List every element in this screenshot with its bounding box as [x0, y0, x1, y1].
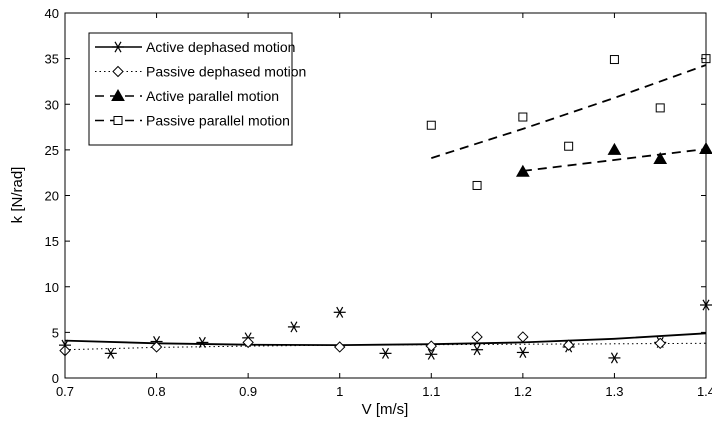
x-tick-label: 1.2 [514, 384, 532, 399]
diamond-shape [425, 340, 437, 352]
asterisk-stroke [381, 347, 390, 359]
data-point-series-1 [562, 339, 575, 351]
fit-line-series-2 [522, 148, 707, 172]
diamond-shape [654, 337, 666, 350]
y-axis-label: k [N/rad] [9, 167, 26, 224]
data-point-series-0 [379, 347, 392, 359]
square-shape [113, 116, 123, 125]
asterisk-stroke [198, 336, 206, 348]
data-point-series-0 [196, 336, 209, 348]
x-tick-label: 1.3 [605, 384, 623, 399]
asterisk-stroke [519, 346, 527, 358]
data-point-series-0 [471, 344, 484, 356]
legend-marker [111, 88, 125, 101]
data-point-series-0 [425, 348, 438, 360]
asterisk-stroke [336, 306, 344, 318]
diamond-shape [150, 341, 163, 353]
fit-lines [64, 64, 707, 351]
data-point-series-3 [426, 120, 436, 130]
y-tick-label: 30 [45, 97, 59, 112]
square-shape [518, 112, 528, 122]
data-point-series-1 [334, 341, 346, 353]
legend: Active dephased motion Passive dephased m… [88, 32, 306, 146]
square-shape [426, 120, 436, 130]
y-axis: 0 5 10 15 20 25 30 35 40 [45, 6, 706, 386]
legend-label: Passive dephased motion [146, 64, 306, 80]
legend-marker [112, 65, 124, 78]
legend-marker [113, 116, 123, 125]
data-point-series-3 [564, 141, 574, 151]
data-point-series-3 [472, 180, 482, 190]
square-shape [472, 180, 482, 190]
y-tick-label: 10 [45, 280, 59, 295]
data-point-series-0 [287, 321, 300, 333]
data-point-series-3 [609, 55, 619, 65]
x-tick-label: 1.4 [697, 384, 712, 399]
data-point-series-1 [517, 331, 529, 343]
y-tick-label: 20 [45, 189, 59, 204]
data-point-series-0 [516, 346, 529, 358]
data-point-series-2 [653, 151, 668, 164]
diamond-shape [471, 331, 483, 343]
asterisk-stroke [290, 321, 298, 333]
data-point-series-0 [608, 352, 621, 364]
square-shape [564, 141, 574, 151]
data-point-series-2 [515, 164, 530, 177]
x-tick-label: 0.9 [239, 384, 257, 399]
fit-line-series-1 [64, 342, 707, 351]
square-shape [609, 55, 619, 65]
diamond-shape [517, 331, 529, 343]
x-axis-label: V [m/s] [362, 401, 409, 418]
asterisk-stroke [427, 348, 435, 360]
diamond-shape [334, 341, 346, 353]
legend-marker [112, 41, 124, 53]
data-point-series-1 [471, 331, 483, 343]
y-tick-label: 35 [45, 52, 59, 67]
data-markers [59, 54, 712, 364]
data-point-series-1 [150, 341, 163, 353]
y-tick-label: 0 [52, 371, 59, 386]
legend-box [88, 32, 293, 146]
data-point-series-0 [333, 306, 346, 318]
triangle-shape [607, 142, 622, 155]
x-tick-label: 1.1 [422, 384, 440, 399]
diamond-shape [112, 65, 124, 78]
data-point-series-3 [518, 112, 528, 122]
asterisk-stroke [107, 347, 115, 359]
data-point-series-1 [654, 337, 666, 350]
y-tick-label: 5 [52, 325, 59, 340]
x-axis: 0.7 0.8 0.9 1 1.1 1.2 1.3 1.4 [56, 13, 712, 399]
legend-label: Passive parallel motion [146, 113, 290, 129]
data-point-series-2 [607, 142, 622, 155]
square-shape [655, 103, 665, 113]
y-tick-label: 25 [45, 143, 59, 158]
x-tick-label: 0.8 [148, 384, 166, 399]
data-point-series-0 [104, 347, 117, 359]
diamond-shape [562, 339, 575, 351]
triangle-shape [653, 151, 668, 164]
asterisk-stroke [114, 41, 122, 53]
triangle-shape [515, 164, 530, 177]
y-tick-label: 15 [45, 234, 59, 249]
data-point-series-3 [655, 103, 665, 113]
y-tick-label: 40 [45, 6, 59, 21]
legend-label: Active dephased motion [146, 39, 295, 55]
data-point-series-1 [425, 340, 437, 352]
asterisk-stroke [473, 344, 481, 356]
x-tick-label: 0.7 [56, 384, 74, 399]
legend-label: Active parallel motion [146, 88, 279, 104]
diamond-shape [242, 336, 254, 349]
asterisk-stroke [610, 352, 618, 364]
data-point-series-1 [242, 336, 254, 349]
triangle-shape [111, 88, 125, 101]
fit-line-series-3 [431, 64, 707, 159]
x-tick-label: 1 [336, 384, 343, 399]
